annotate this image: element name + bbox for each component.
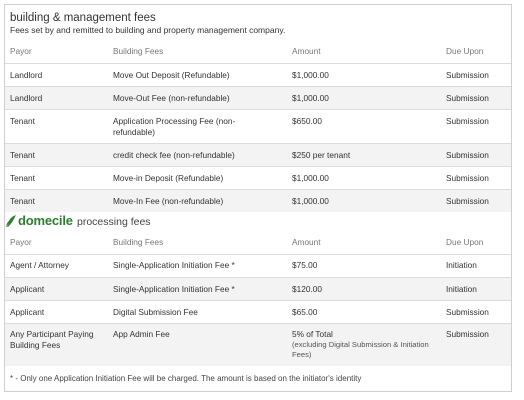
header: building & management fees Fees set by a…	[10, 12, 510, 36]
amount-note: (excluding Digital Submission & Initiati…	[292, 340, 429, 359]
amount-cell: $1,000.00	[292, 70, 329, 80]
divider	[5, 300, 511, 301]
fee-cell: credit check fee (non-refundable)	[113, 150, 235, 160]
amount-cell: $1,000.00	[292, 196, 329, 206]
column-header-due: Due Upon	[446, 237, 484, 247]
payor-cell: Tenant	[10, 173, 35, 183]
table-row: Tenant Move-In Fee (non-refundable) $1,0…	[5, 190, 511, 212]
payor-cell: Agent / Attorney	[10, 260, 70, 270]
table-row: Agent / Attorney Single-Application Init…	[5, 255, 511, 277]
column-header-due: Due Upon	[446, 46, 484, 56]
divider	[5, 63, 511, 64]
fee-cell: Move-In Fee (non-refundable)	[113, 196, 224, 206]
table-row: Landlord Move Out Deposit (Refundable) $…	[5, 64, 511, 86]
processing-fees-heading: domecile processing fees	[5, 214, 305, 230]
amount-cell: $250 per tenant	[292, 150, 351, 160]
due-cell: Submission	[446, 93, 489, 103]
due-cell: Submission	[446, 196, 489, 206]
amount-cell: $65.00	[292, 307, 318, 317]
table-row: Tenant Move-in Deposit (Refundable) $1,0…	[5, 167, 511, 189]
payor-cell: Landlord	[10, 70, 43, 80]
amount-cell: $75.00	[292, 260, 318, 270]
section-title: processing fees	[77, 216, 151, 228]
fee-cell: Single-Application Initiation Fee *	[113, 260, 235, 270]
divider	[5, 166, 511, 167]
fee-cell: Move-in Deposit (Refundable)	[113, 173, 224, 183]
fee-cell: Application Processing Fee (non-refundab…	[113, 116, 236, 137]
table-row: Landlord Move-Out Fee (non-refundable) $…	[5, 87, 511, 109]
table-row: Applicant Digital Submission Fee $65.00 …	[5, 301, 511, 323]
due-cell: Submission	[446, 116, 489, 126]
amount-cell: $650.00	[292, 116, 322, 126]
due-cell: Initiation	[446, 284, 477, 294]
fee-cell: Move Out Deposit (Refundable)	[113, 70, 230, 80]
table-row: Applicant Single-Application Initiation …	[5, 278, 511, 300]
page-subtitle: Fees set by and remitted to building and…	[10, 25, 286, 35]
due-cell: Submission	[446, 329, 489, 339]
building-fees-header-row: Payor Building Fees Amount Due Upon	[5, 46, 511, 60]
payor-cell: Any Participant Paying Building Fees	[10, 329, 94, 350]
footnote: * - Only one Application Initiation Fee …	[10, 374, 362, 383]
payor-cell: Applicant	[10, 284, 45, 294]
processing-fees-header-row: Payor Building Fees Amount Due Upon	[5, 237, 511, 251]
payor-cell: Tenant	[10, 150, 35, 160]
due-cell: Submission	[446, 307, 489, 317]
table-row: Tenant Application Processing Fee (non-r…	[5, 110, 511, 142]
column-header-fees: Building Fees	[113, 237, 164, 247]
amount-value: 5% of Total	[292, 329, 333, 339]
amount-cell: $1,000.00	[292, 93, 329, 103]
domecile-logo-icon	[6, 215, 16, 228]
payor-cell: Applicant	[10, 307, 45, 317]
divider	[5, 86, 511, 87]
fee-cell: Digital Submission Fee	[113, 307, 198, 317]
fee-cell: Single-Application Initiation Fee *	[113, 284, 235, 294]
payor-cell: Tenant	[10, 196, 35, 206]
divider	[5, 277, 511, 278]
column-header-amount: Amount	[292, 237, 321, 247]
table-row: Tenant credit check fee (non-refundable)…	[5, 144, 511, 166]
due-cell: Submission	[446, 150, 489, 160]
table-row: Any Participant Paying Building Fees App…	[5, 324, 511, 366]
due-cell: Initiation	[446, 260, 477, 270]
column-header-amount: Amount	[292, 46, 321, 56]
column-header-fees: Building Fees	[113, 46, 164, 56]
column-header-payor: Payor	[10, 237, 32, 247]
divider	[5, 254, 511, 255]
amount-cell: 5% of Total (excluding Digital Submissio…	[292, 329, 432, 360]
divider	[5, 143, 511, 144]
divider	[5, 189, 511, 190]
domecile-logo: domecile	[18, 213, 73, 228]
due-cell: Submission	[446, 70, 489, 80]
payor-cell: Tenant	[10, 116, 35, 126]
page-title: building & management fees	[10, 12, 156, 24]
divider	[5, 109, 511, 110]
fee-table-panel: building & management fees Fees set by a…	[4, 4, 512, 392]
amount-cell: $120.00	[292, 284, 322, 294]
fee-cell: Move-Out Fee (non-refundable)	[113, 93, 230, 103]
divider	[5, 323, 511, 324]
due-cell: Submission	[446, 173, 489, 183]
payor-cell: Landlord	[10, 93, 43, 103]
fee-cell: App Admin Fee	[113, 329, 170, 339]
column-header-payor: Payor	[10, 46, 32, 56]
amount-cell: $1,000.00	[292, 173, 329, 183]
